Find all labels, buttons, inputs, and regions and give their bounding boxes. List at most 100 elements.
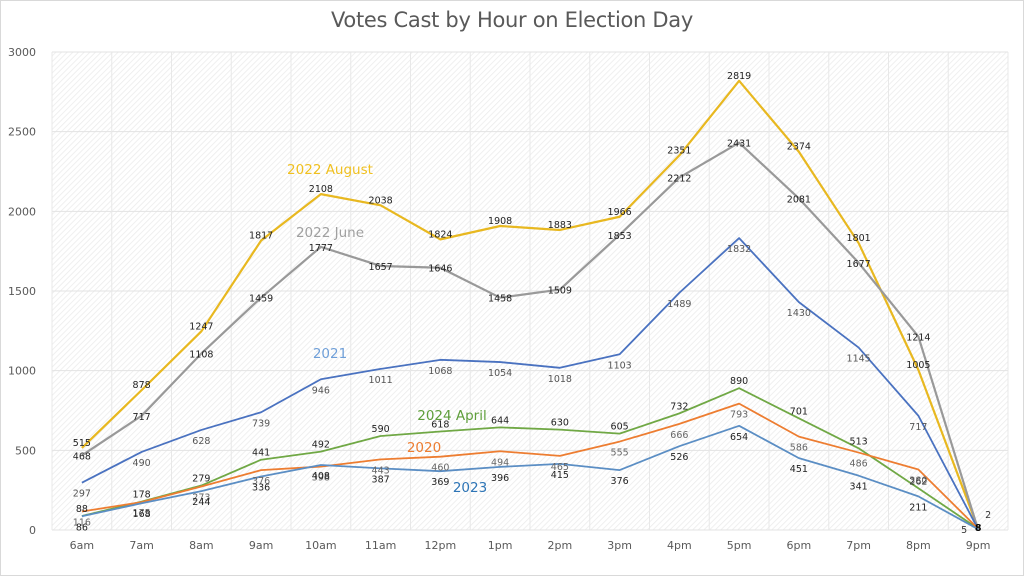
- data-label: 211: [909, 502, 927, 513]
- data-label: 168: [133, 509, 151, 520]
- data-label: 717: [133, 412, 151, 423]
- x-tick-label: 7am: [129, 539, 153, 552]
- data-label: 515: [73, 438, 91, 449]
- data-label: 630: [551, 418, 569, 429]
- data-label: 2: [985, 510, 991, 521]
- data-label: 1817: [249, 230, 273, 241]
- data-label: 244: [192, 497, 210, 508]
- series-line-2022-june: [81, 141, 980, 531]
- data-label: 590: [372, 424, 390, 435]
- y-tick-label: 0: [29, 524, 36, 537]
- y-tick-label: 2500: [8, 126, 36, 139]
- x-tick-label: 8am: [189, 539, 213, 552]
- data-label: 178: [133, 490, 151, 501]
- data-label: 1214: [906, 333, 930, 344]
- data-label: 1458: [488, 294, 512, 305]
- data-label: 494: [491, 457, 509, 468]
- y-tick-label: 1000: [8, 365, 36, 378]
- data-label: 1657: [369, 262, 393, 273]
- data-label: 1824: [428, 229, 452, 240]
- series-name-label: 2020: [407, 440, 441, 456]
- data-label: 2081: [787, 194, 811, 205]
- data-label: 460: [431, 463, 449, 474]
- data-label: 717: [909, 422, 927, 433]
- data-label: 273: [192, 493, 210, 504]
- data-label: 666: [670, 430, 688, 441]
- data-label: 443: [372, 465, 390, 476]
- data-label: 1801: [847, 233, 871, 244]
- data-label: 175: [133, 508, 151, 519]
- data-label: 1677: [847, 259, 871, 270]
- x-tick-label: 6am: [70, 539, 94, 552]
- y-tick-label: 2000: [8, 205, 36, 218]
- data-label: 1145: [847, 354, 871, 365]
- series-line-2022-august: [81, 79, 980, 530]
- data-label: 1108: [189, 349, 213, 360]
- data-label: 1011: [369, 375, 393, 386]
- data-label: 376: [611, 476, 629, 487]
- data-label: 2819: [727, 71, 751, 82]
- data-label: 492: [312, 440, 330, 451]
- series-name-label: 2023: [453, 480, 487, 496]
- data-label: 1068: [428, 366, 452, 377]
- x-tick-label: 9am: [249, 539, 273, 552]
- y-tick-label: 500: [15, 444, 36, 457]
- x-tick-label: 10am: [305, 539, 336, 552]
- x-tick-label: 11am: [365, 539, 396, 552]
- data-label: 1509: [548, 286, 572, 297]
- data-label: 2212: [667, 174, 691, 185]
- data-label: 1103: [608, 360, 632, 371]
- series-lines: [81, 79, 980, 531]
- data-label: 486: [850, 459, 868, 470]
- data-label: 490: [133, 458, 151, 469]
- x-tick-label: 9pm: [966, 539, 991, 552]
- y-axis: 0 500 1000 1500 2000 2500 3000: [8, 46, 36, 537]
- series-name-labels: 2022 August 2022 June 2021 2024 April 2020 20…: [287, 162, 487, 496]
- data-label: 376: [252, 476, 270, 487]
- data-label: 1018: [548, 374, 572, 385]
- series-name-label: 2022 August: [287, 162, 373, 178]
- data-label: 1646: [428, 264, 452, 275]
- data-label: 297: [73, 489, 91, 500]
- series-line-2024-april: [81, 387, 979, 530]
- x-tick-label: 7pm: [846, 539, 871, 552]
- data-label: 1883: [548, 220, 572, 231]
- data-label: 1005: [906, 360, 930, 371]
- data-label: 396: [491, 473, 509, 484]
- data-label: 739: [252, 418, 270, 429]
- data-label: 946: [312, 385, 330, 396]
- data-label: 341: [850, 482, 868, 493]
- data-label: 5: [961, 525, 967, 536]
- data-label: 451: [790, 464, 808, 475]
- data-label: 262: [909, 476, 927, 487]
- data-label: 1832: [727, 244, 751, 255]
- data-label: 701: [790, 406, 808, 417]
- chart-title: Votes Cast by Hour on Election Day: [331, 8, 693, 32]
- data-label: 732: [670, 401, 688, 412]
- data-label: 408: [312, 471, 330, 482]
- data-label: 526: [670, 452, 688, 463]
- data-label: 2038: [369, 195, 393, 206]
- data-label: 793: [730, 410, 748, 421]
- x-tick-label: 1pm: [488, 539, 513, 552]
- x-tick-label: 5pm: [727, 539, 752, 552]
- data-label: 380: [909, 475, 927, 486]
- x-tick-label: 3pm: [607, 539, 632, 552]
- series-name-label: 2021: [313, 346, 347, 362]
- series-line-2020: [81, 402, 979, 530]
- data-label: 2108: [309, 184, 333, 195]
- series-name-label: 2024 April: [417, 408, 487, 424]
- data-label: 878: [133, 380, 151, 391]
- data-label: 441: [252, 448, 270, 459]
- data-label: 468: [73, 451, 91, 462]
- y-tick-label: 1500: [8, 285, 36, 298]
- data-label: 1247: [189, 321, 213, 332]
- data-label: 586: [790, 443, 808, 454]
- x-tick-label: 4pm: [667, 539, 692, 552]
- y-tick-label: 3000: [8, 46, 36, 59]
- x-tick-label: 8pm: [906, 539, 931, 552]
- series-name-label: 2022 June: [296, 225, 364, 241]
- data-label: 618: [431, 420, 449, 431]
